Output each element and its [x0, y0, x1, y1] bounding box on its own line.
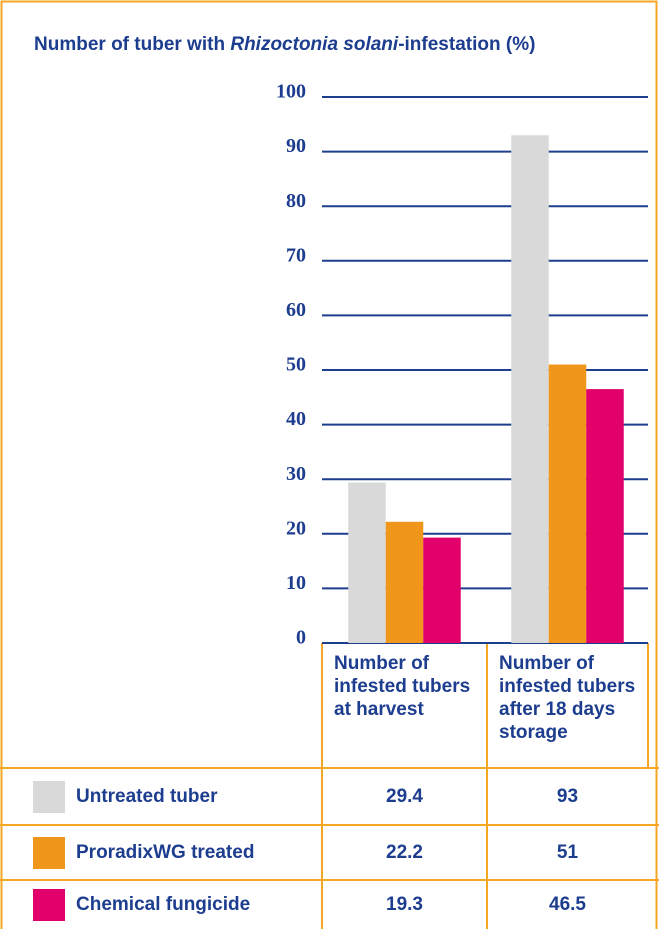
value-label: 51	[556, 841, 579, 863]
bar	[385, 521, 424, 643]
x-tick-label: Number of infested tubers after 18 days …	[499, 653, 636, 743]
y-tick-label: 80	[286, 190, 306, 212]
y-tick-label: 0	[296, 627, 306, 649]
value-label: 46.5	[549, 893, 586, 915]
bar	[348, 482, 386, 643]
bar	[423, 537, 461, 643]
value-label: 29.4	[386, 785, 423, 807]
title-italic: Rhizoctonia solani	[230, 34, 399, 55]
legend-swatch	[33, 836, 65, 869]
value-label: 19.3	[386, 893, 423, 915]
bar	[548, 364, 587, 643]
y-tick-label: 10	[286, 572, 306, 594]
legend-label: Chemical fungicide	[76, 893, 251, 915]
legend-label: Untreated tuber	[76, 785, 218, 807]
title-part: Number of tuber with	[34, 34, 226, 55]
y-tick-label: 20	[286, 517, 306, 539]
y-tick-label: 50	[286, 354, 306, 376]
title-part: -infestation (%)	[398, 34, 536, 55]
legend-label: ProradixWG treated	[76, 841, 255, 863]
y-tick-label: 60	[286, 299, 306, 321]
legend-swatch	[33, 888, 65, 921]
value-label: 22.2	[386, 841, 423, 863]
table-lines	[0, 643, 659, 929]
y-tick-label: 30	[286, 463, 306, 485]
x-tick-label: Number of infested tubers at harvest	[334, 653, 471, 720]
bar	[586, 389, 624, 643]
legend-swatch	[33, 780, 65, 813]
value-label: 93	[556, 785, 579, 807]
y-tick-label: 70	[286, 244, 306, 266]
bar	[511, 135, 549, 643]
y-tick-label: 40	[286, 408, 306, 430]
y-tick-label: 100	[276, 81, 306, 103]
y-tick-label: 90	[286, 135, 306, 157]
chart-title: Number of tuber with Rhizoctonia solani-…	[34, 34, 535, 56]
